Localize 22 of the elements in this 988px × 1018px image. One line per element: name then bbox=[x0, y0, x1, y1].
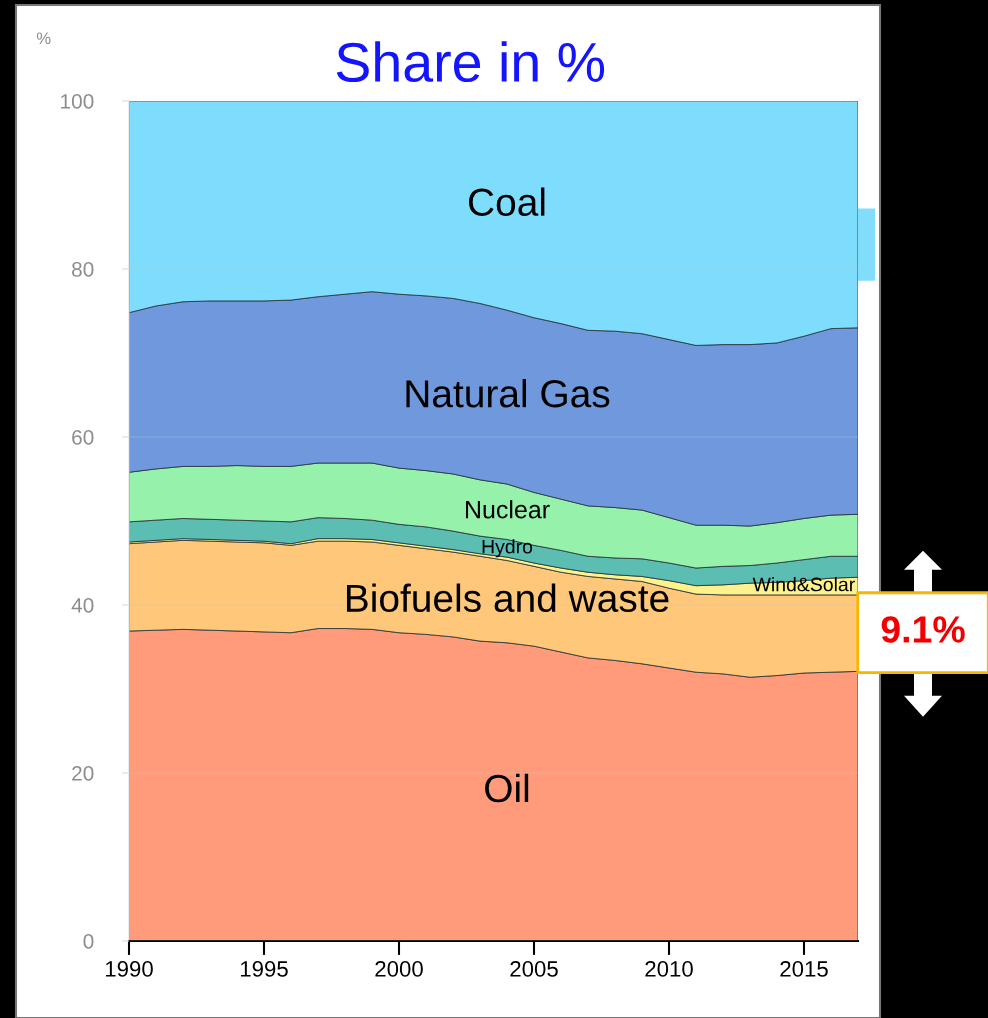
y-tick-label: 40 bbox=[71, 598, 94, 613]
x-tick-label: 2005 bbox=[510, 961, 558, 977]
series-label: Biofuels and waste bbox=[346, 583, 669, 613]
series-label: Coal bbox=[468, 187, 545, 217]
x-tick-label: 2010 bbox=[645, 961, 693, 977]
y-tick-label: 20 bbox=[72, 766, 94, 781]
chart-title: Share in % bbox=[336, 41, 605, 83]
series-label: Wind&Solar bbox=[752, 577, 855, 592]
x-tick-label: 2015 bbox=[780, 961, 828, 977]
x-tick-label: 2000 bbox=[375, 961, 423, 977]
y-tick-label: 60 bbox=[72, 430, 94, 445]
x-tick-label: 1990 bbox=[105, 961, 153, 977]
series-label: Nuclear bbox=[465, 500, 550, 519]
x-tick-label: 1995 bbox=[240, 961, 288, 977]
y-tick-label: 0 bbox=[83, 934, 94, 949]
y-axis-title: % bbox=[36, 32, 51, 45]
series-label: Hydro bbox=[482, 539, 533, 558]
series-label: Oil bbox=[485, 773, 529, 803]
series-label: Natural Gas bbox=[406, 378, 610, 408]
y-tick-label: 80 bbox=[72, 262, 94, 277]
y-tick-label: 100 bbox=[61, 94, 94, 109]
annotation: 9.1% bbox=[881, 616, 965, 643]
